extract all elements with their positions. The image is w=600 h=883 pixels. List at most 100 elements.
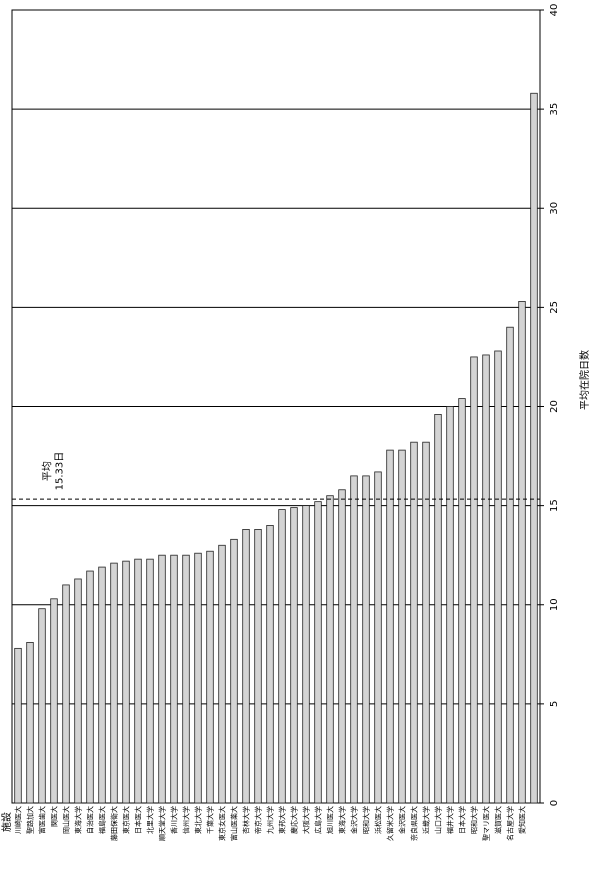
category-label: 東北大学 — [194, 806, 203, 834]
category-tick: 日本大学 — [458, 806, 467, 834]
category-tick: 福井大学 — [446, 806, 455, 834]
bar — [410, 441, 418, 804]
category-tick: 旭川医大 — [326, 806, 335, 834]
bar — [290, 507, 298, 804]
bar — [446, 406, 454, 804]
bar — [254, 529, 262, 804]
bar — [98, 566, 106, 804]
category-tick: 東京医大 — [122, 806, 131, 834]
category-tick: 福島医大 — [98, 806, 107, 834]
category-tick: 浜松医大 — [374, 806, 383, 834]
category-tick: 滋賀医大 — [494, 806, 503, 834]
mean-layer: 平均 15.33日 — [12, 452, 540, 500]
category-label: 日本大学 — [458, 806, 467, 834]
bar — [38, 608, 46, 804]
mean-annotation-2: 15.33日 — [54, 452, 65, 491]
category-label: 信州大学 — [182, 806, 191, 834]
bar — [422, 441, 430, 804]
category-label: 大阪大学 — [302, 806, 311, 834]
category-label: 杏林大学 — [242, 806, 251, 834]
bar — [218, 544, 226, 804]
category-label: 東京医大 — [122, 806, 131, 834]
bar — [530, 92, 538, 804]
value-tick: 30 — [549, 202, 560, 215]
category-label: 山口大学 — [434, 806, 443, 834]
bar — [362, 475, 370, 804]
category-tick: 名古屋大学 — [506, 806, 515, 841]
value-tick: 5 — [549, 701, 560, 707]
category-label: 日本医大 — [134, 806, 143, 834]
value-axis-title: 平均在院日数 — [578, 350, 591, 410]
category-label: 自治医大 — [86, 806, 95, 834]
bar — [494, 350, 502, 804]
category-tick: 東海大学 — [338, 806, 347, 834]
category-label: 九州大学 — [266, 806, 275, 834]
category-label: 関医大 — [50, 806, 59, 827]
category-layer: 川崎医大 聖路加大 富医歯大 関医大 岡山医大 東海大学 自治医大 福島医大 藤田保衛大 東京医大… — [14, 806, 527, 841]
category-label: 愛知医大 — [518, 806, 527, 834]
bar — [398, 449, 406, 804]
bar — [26, 642, 34, 804]
value-axis-label: 平均在院日数 — [578, 350, 591, 410]
bar — [482, 354, 490, 804]
bar — [62, 584, 70, 804]
bar — [338, 489, 346, 804]
bar — [350, 475, 358, 804]
category-label: 昭和大学 — [470, 806, 479, 834]
value-tick: 10 — [549, 598, 560, 611]
bar — [134, 558, 142, 804]
category-label: 福井大学 — [446, 806, 455, 834]
category-label: 旭川医大 — [326, 806, 335, 834]
category-label: 久留米大学 — [386, 806, 395, 841]
category-tick: 日本医大 — [134, 806, 143, 834]
category-axis-title: 施設 — [0, 812, 13, 832]
bar — [266, 525, 274, 804]
category-label: 昭和大学 — [362, 806, 371, 834]
bar — [50, 598, 58, 804]
bar — [170, 554, 178, 804]
value-tick-label: 25 — [549, 301, 560, 314]
category-label: 近畿大学 — [422, 806, 431, 834]
category-label: 千葉大学 — [206, 806, 215, 834]
value-tick: 15 — [549, 499, 560, 512]
category-label: 帝京大学 — [254, 806, 263, 834]
category-label: 金沢医大 — [398, 806, 407, 834]
value-tick: 35 — [549, 103, 560, 116]
category-tick: 東北大学 — [194, 806, 203, 834]
value-tick-label: 20 — [549, 400, 560, 413]
category-tick: 慶応大学 — [290, 806, 299, 834]
bar — [74, 578, 82, 804]
category-label: 聖路加大 — [26, 806, 35, 834]
category-tick: 広島大学 — [314, 806, 323, 834]
bar — [518, 301, 526, 804]
category-tick: 岡山医大 — [62, 806, 71, 834]
bar — [242, 529, 250, 804]
bar — [314, 501, 322, 804]
bar — [374, 471, 382, 804]
value-tick-label: 15 — [549, 499, 560, 512]
bar — [278, 509, 286, 804]
value-tick-label: 10 — [549, 598, 560, 611]
category-tick: 近畿大学 — [422, 806, 431, 834]
bar — [326, 495, 334, 804]
category-label: 慶応大学 — [290, 806, 299, 834]
value-tick: 25 — [549, 301, 560, 314]
category-tick: 北里大学 — [146, 806, 155, 834]
category-tick: 愛知医大 — [518, 806, 527, 834]
category-label: 東海大学 — [338, 806, 347, 834]
category-tick: 九州大学 — [266, 806, 275, 834]
bar — [458, 398, 466, 804]
category-label: 滋賀医大 — [494, 806, 503, 834]
value-tick: 20 — [549, 400, 560, 413]
category-tick: 久留米大学 — [386, 806, 395, 841]
category-label: 北里大学 — [146, 806, 155, 834]
category-label: 金沢大学 — [350, 806, 359, 834]
value-tick-label: 40 — [549, 4, 560, 17]
value-tick: 0 — [549, 800, 560, 806]
category-tick: 東邦大学 — [278, 806, 287, 834]
category-tick: 聖路加大 — [26, 806, 35, 834]
value-tick-label: 0 — [549, 800, 560, 806]
category-label: 東海大学 — [74, 806, 83, 834]
category-label: 岡山医大 — [62, 806, 71, 834]
